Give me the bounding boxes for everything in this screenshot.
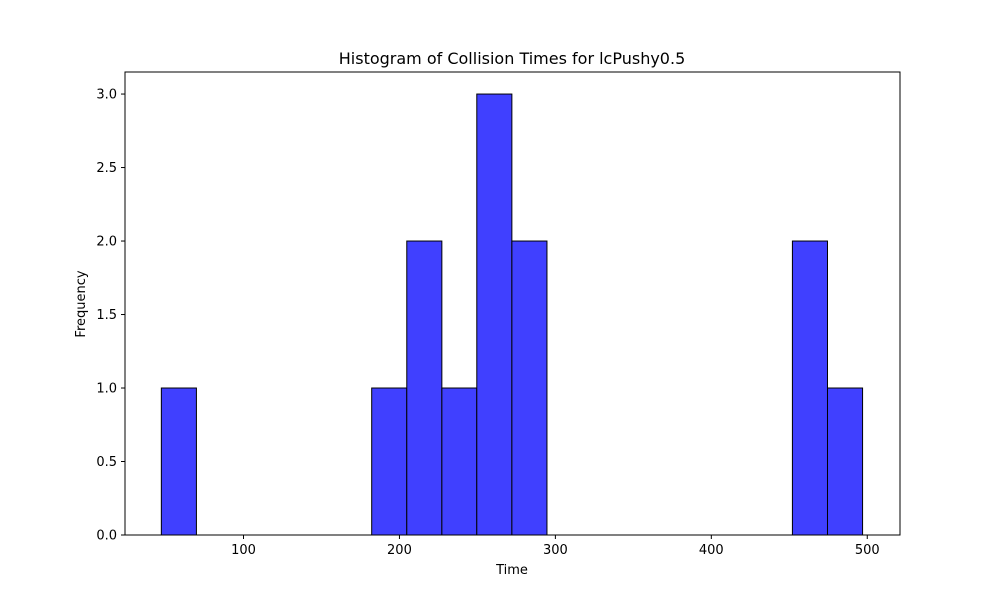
y-tick-label: 3.0 (96, 88, 117, 103)
x-tick-label: 200 (387, 543, 412, 558)
histogram-bar (511, 240, 548, 536)
y-tick-label: 1.0 (96, 382, 117, 397)
histogram-bar (441, 387, 478, 536)
y-axis-label: Frequency (74, 270, 89, 337)
y-tick-label: 2.0 (96, 235, 117, 250)
y-tick-label: 0.5 (96, 455, 117, 470)
x-tick-label: 400 (699, 543, 724, 558)
plot-area-frame (124, 71, 901, 536)
y-tick-label: 1.5 (96, 308, 117, 323)
histogram-bar (371, 387, 408, 536)
ticks-layer: 100 200 300 400 500 0.0 0.5 1.0 1.5 2.0 2.5 3.0 (96, 88, 879, 558)
bars-layer (160, 93, 864, 536)
histogram-bar (406, 240, 443, 536)
histogram-bar (476, 93, 513, 536)
x-tick-label: 100 (231, 543, 256, 558)
histogram-bar (791, 240, 828, 536)
x-axis-label: Time (495, 563, 528, 578)
histogram-bar (160, 387, 197, 536)
y-tick-label: 0.0 (96, 529, 117, 544)
x-tick-label: 300 (543, 543, 568, 558)
x-tick-label: 500 (855, 543, 880, 558)
y-tick-label: 2.5 (96, 161, 117, 176)
chart-title: Histogram of Collision Times for lcPushy… (339, 49, 686, 68)
histogram-bar (826, 387, 864, 536)
